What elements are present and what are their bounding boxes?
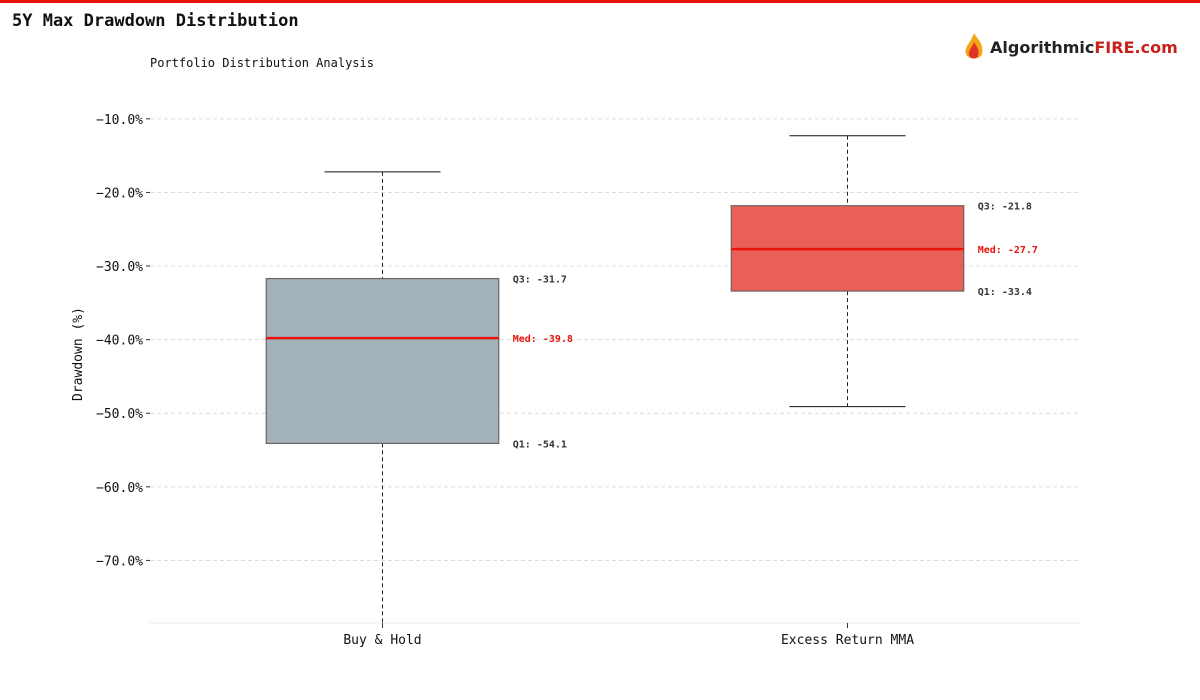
y-tick-label: −20.0% xyxy=(96,186,143,201)
chart-subtitle: Portfolio Distribution Analysis xyxy=(150,56,374,70)
box xyxy=(265,277,500,445)
logo-text-2: FIRE.com xyxy=(1094,37,1178,57)
y-axis-label: Drawdown (%) xyxy=(71,307,86,401)
logo-text-1: Algorithmic xyxy=(990,37,1095,57)
y-tick-label: −60.0% xyxy=(96,481,143,496)
q3-label: Q3: -21.8 xyxy=(978,202,1032,213)
y-tick-label: −10.0% xyxy=(96,113,143,128)
x-tick-label: Excess Return MMA xyxy=(781,633,914,648)
y-tick-label: −50.0% xyxy=(96,407,143,422)
y-tick-label: −70.0% xyxy=(96,554,143,569)
q3-label: Q3: -31.7 xyxy=(513,275,567,286)
q1-label: Q1: -33.4 xyxy=(978,287,1032,298)
x-tick-label: Buy & Hold xyxy=(343,633,421,648)
y-tick-label: −40.0% xyxy=(96,334,143,349)
y-tick-label: −30.0% xyxy=(96,260,143,275)
median-label: Med: -39.8 xyxy=(513,334,573,345)
median-label: Med: -27.7 xyxy=(978,245,1038,256)
q1-label: Q1: -54.1 xyxy=(513,439,567,450)
chart-title: 5Y Max Drawdown Distribution xyxy=(12,11,299,31)
logo: Algorithmic FIRE.com xyxy=(962,32,1178,62)
fire-icon xyxy=(965,33,983,59)
accent-bar xyxy=(0,0,1200,3)
